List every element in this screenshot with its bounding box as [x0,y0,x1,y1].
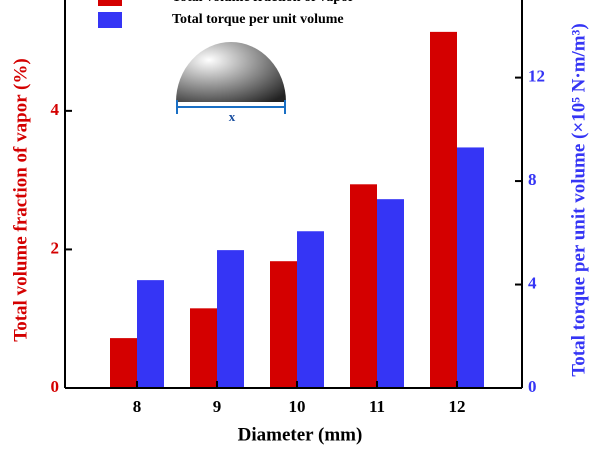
bar [457,147,484,388]
bar [350,184,377,388]
legend-swatch [98,12,122,28]
y2-tick-label: 0 [528,377,537,396]
y2-tick-label: 12 [528,67,545,86]
y2-tick-label: 4 [528,273,537,292]
x-tick-label: 10 [289,397,306,416]
bar [110,338,137,388]
y2-tick-label: 8 [528,170,537,189]
y-tick-label: 2 [51,238,60,257]
legend-label: Total volume fraction of vapor [172,0,354,5]
y-tick-label: 4 [51,100,60,119]
bar [270,261,297,388]
y-axis-title: Total volume fraction of vapor (%) [10,58,31,341]
hemisphere-icon [176,42,286,102]
x-tick-label: 11 [369,397,385,416]
dimension-label: x [229,109,236,124]
legend-swatch [98,0,122,6]
y-tick-label: 0 [51,377,60,396]
x-tick-label: 8 [133,397,142,416]
bar [217,250,244,388]
x-tick-label: 9 [213,397,222,416]
legend-label: Total torque per unit volume [172,12,344,27]
x-tick-label: 12 [449,397,466,416]
y2-axis-title: Total torque per unit volume (×10⁵ N·m/m… [568,23,589,376]
bar [430,31,457,388]
bar [377,199,404,388]
bar [297,231,324,388]
bar [190,308,217,388]
bar [137,280,164,388]
x-axis-title: Diameter (mm) [238,424,363,445]
